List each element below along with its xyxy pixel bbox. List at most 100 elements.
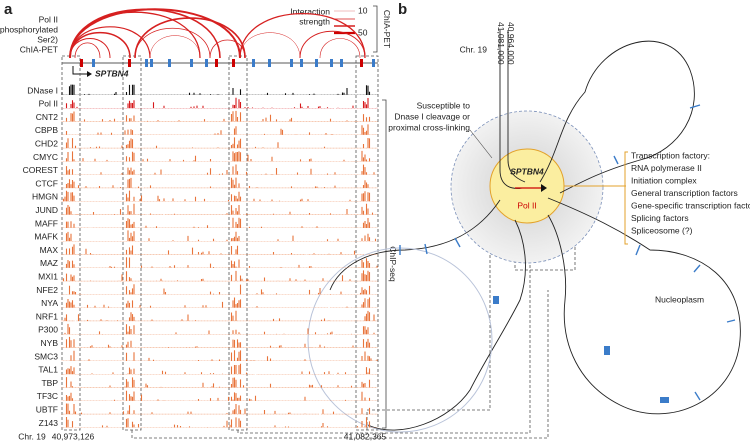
signal xyxy=(61,336,378,348)
factory-item: RNA polymerase II xyxy=(631,163,702,173)
legend-value: 50 xyxy=(358,27,368,37)
signal xyxy=(61,110,378,122)
chia-label: ChIA-PET xyxy=(20,44,58,54)
exon xyxy=(268,59,271,67)
factory-item: Transcription factory: xyxy=(631,150,710,160)
pol-label: Pol II xyxy=(517,200,536,210)
track-label: NRF1 xyxy=(36,311,58,321)
factory-item: Spliceosome (?) xyxy=(631,225,693,235)
signal xyxy=(61,284,378,295)
signal xyxy=(61,390,378,401)
track-label: NYB xyxy=(41,338,59,348)
bracket xyxy=(373,5,378,53)
chia-label: Ser2) xyxy=(37,34,58,44)
arcs xyxy=(69,8,366,59)
nucleoplasm: Nucleoplasm xyxy=(655,294,704,304)
chromatin xyxy=(329,30,741,431)
track-label: CHD2 xyxy=(35,138,58,148)
exon xyxy=(205,59,208,67)
track-label: P300 xyxy=(38,325,58,335)
bracket xyxy=(382,99,387,429)
track-label: Pol II xyxy=(39,99,58,109)
annotation: Dnase I cleavage or xyxy=(394,111,470,121)
factory-item: Initiation complex xyxy=(631,175,697,185)
exon xyxy=(128,59,131,67)
track-label: HMGN xyxy=(32,192,58,202)
bracket xyxy=(624,151,628,245)
exon xyxy=(660,397,669,403)
signal xyxy=(61,403,378,415)
track-label: TAL1 xyxy=(38,365,58,375)
signal xyxy=(61,323,378,335)
track-label: MAX xyxy=(40,245,59,255)
exon xyxy=(80,59,83,67)
track-label: Z143 xyxy=(39,418,59,428)
tss-arrow xyxy=(72,66,89,75)
gene-label: SPTBN4 xyxy=(510,166,544,176)
transcription-factory xyxy=(489,148,565,224)
ticks xyxy=(399,104,736,401)
track-label: MAZ xyxy=(40,258,58,268)
signal xyxy=(61,177,378,189)
chromosome: Chr. 19 xyxy=(460,44,488,54)
bracket-label: ChIP-seq xyxy=(388,246,398,282)
legend-title: Interaction xyxy=(290,6,330,16)
interaction-arc xyxy=(239,12,366,59)
interaction-arc xyxy=(134,17,246,59)
track-label: NYA xyxy=(41,298,58,308)
signal xyxy=(61,310,378,322)
coordinate: 41,082,365 xyxy=(344,431,387,441)
interaction-arc xyxy=(239,32,301,59)
track-label: JUND xyxy=(35,205,58,215)
track-label: CNT2 xyxy=(36,112,58,122)
interaction-arc xyxy=(149,35,201,59)
signal xyxy=(61,363,378,375)
exon xyxy=(360,59,363,67)
track-label: MAFK xyxy=(34,232,58,242)
exon xyxy=(145,59,148,67)
signal xyxy=(61,244,378,255)
panel-label: b xyxy=(398,1,407,18)
factory-item: Gene-specific transcription factors xyxy=(631,200,750,210)
exon xyxy=(150,59,153,67)
interaction-arc xyxy=(69,38,111,59)
chromosome: Chr. 19 xyxy=(18,431,46,441)
signal xyxy=(61,217,378,228)
coordinate: 40,964,000 xyxy=(506,22,516,65)
gene-label: SPTBN4 xyxy=(95,68,129,78)
factory-item: Splicing factors xyxy=(631,213,689,223)
track-label: TBP xyxy=(41,378,58,388)
exon xyxy=(330,59,333,67)
exon xyxy=(604,346,610,355)
arrow-head xyxy=(87,71,92,77)
signal xyxy=(61,137,378,149)
signal xyxy=(61,150,378,162)
signal xyxy=(61,377,378,388)
bracket-label: ChIA-PET xyxy=(382,10,392,48)
track-label: UBTF xyxy=(36,404,58,414)
factory-item: General transcription factors xyxy=(631,188,738,198)
signal xyxy=(61,164,378,175)
track-label: MXI1 xyxy=(38,271,58,281)
exon xyxy=(92,59,95,67)
coordinate: 40,973,126 xyxy=(52,431,95,441)
exon xyxy=(372,59,375,67)
leader xyxy=(469,129,493,159)
interaction-arc xyxy=(134,28,211,59)
signal xyxy=(61,84,378,95)
track-label: CBPB xyxy=(35,125,58,135)
chromatin-distal xyxy=(307,247,493,433)
exon xyxy=(190,59,193,67)
interaction-arc xyxy=(299,30,366,59)
signal xyxy=(61,97,378,109)
track-label: COREST xyxy=(23,165,58,175)
annotation: Susceptible to xyxy=(417,100,471,110)
exon xyxy=(232,59,235,67)
factory-list: Transcription factory: RNA polymerase II I… xyxy=(631,150,750,235)
annotation: proximal cross-linking xyxy=(388,122,470,132)
exon xyxy=(300,59,303,67)
signal xyxy=(61,190,378,202)
signal xyxy=(61,230,378,242)
interaction-arc xyxy=(74,42,101,59)
